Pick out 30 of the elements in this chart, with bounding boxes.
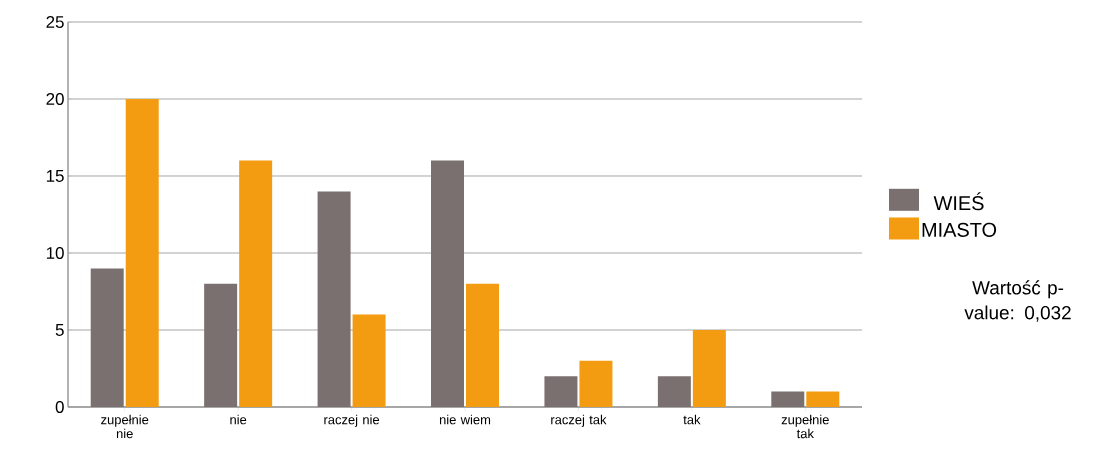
y-tick-label: 25 bbox=[46, 16, 64, 28]
bar bbox=[125, 99, 159, 407]
x-tick-label: nie wiem bbox=[439, 414, 491, 425]
bar bbox=[317, 191, 351, 407]
y-tick-label: 20 bbox=[46, 93, 64, 105]
bar bbox=[544, 376, 578, 407]
x-tick-label: zupełnie tak bbox=[781, 414, 829, 439]
bar bbox=[692, 330, 726, 407]
text: Wartość p-value: 0,032 bbox=[964, 280, 1071, 322]
x-tick-label: raczej tak bbox=[551, 414, 607, 427]
bar bbox=[239, 160, 273, 407]
y-tick-label: 10 bbox=[46, 247, 64, 259]
x-tick-label: zupełnie nie bbox=[101, 414, 149, 439]
bar bbox=[466, 283, 499, 407]
x-tick-label: tak bbox=[683, 414, 701, 425]
bar bbox=[352, 314, 386, 407]
bar bbox=[204, 283, 238, 407]
bar bbox=[657, 376, 691, 407]
bar bbox=[431, 160, 464, 407]
legend-label: MIASTO bbox=[922, 222, 997, 237]
legend-label: WIEŚ bbox=[933, 192, 984, 211]
y-tick-label: 0 bbox=[55, 401, 64, 413]
y-tick-label: 5 bbox=[55, 324, 64, 336]
y-tick-label: 15 bbox=[46, 170, 64, 182]
x-tick-label: nie bbox=[230, 414, 247, 425]
x-tick-label: raczej nie bbox=[324, 414, 380, 427]
bar bbox=[579, 360, 613, 407]
bar bbox=[806, 391, 840, 407]
bar bbox=[771, 391, 805, 407]
bar bbox=[90, 268, 124, 407]
